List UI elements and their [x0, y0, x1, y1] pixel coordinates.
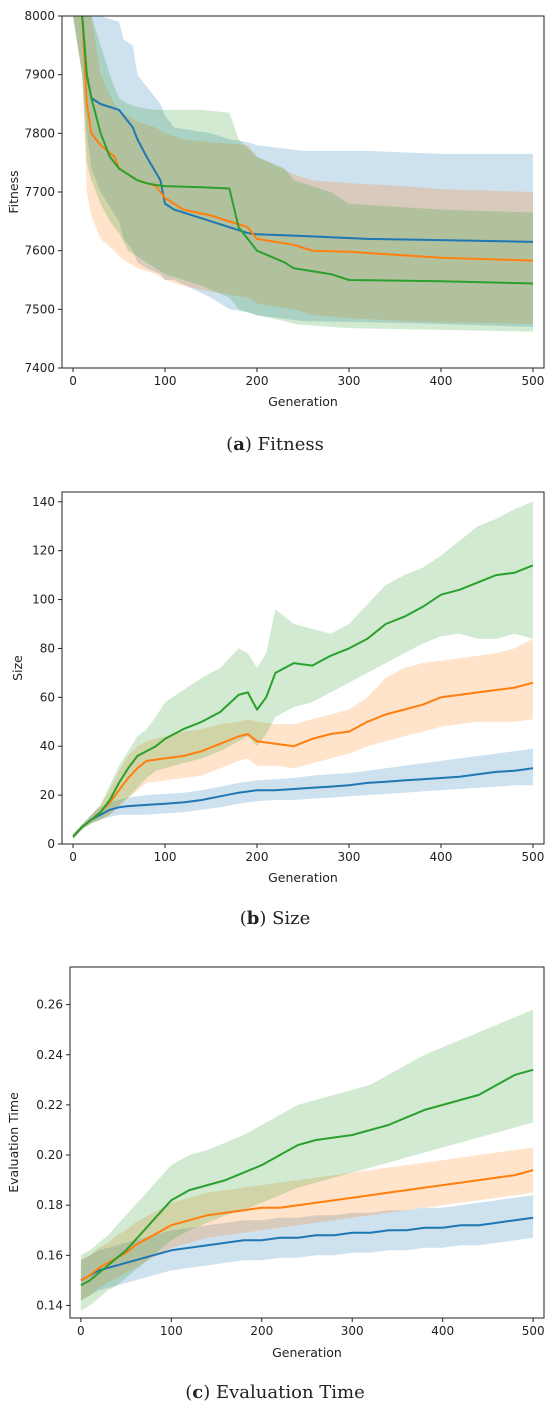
- evaluation-time-chart: 0 100 200 300 400 500 0.14 0.16 0.18 0.20 0.22 0.24…: [6, 966, 545, 1360]
- x-tick-label: 300: [338, 374, 361, 388]
- y-tick-label: 0.18: [36, 1198, 63, 1212]
- x-tick-label: 200: [246, 374, 269, 388]
- x-axis-label: Generation: [272, 1345, 342, 1360]
- y-tick-label: 140: [32, 495, 55, 509]
- x-tick-label: 0: [77, 1324, 85, 1338]
- plot-area: [72, 501, 534, 840]
- y-axis-label: Fitness: [6, 170, 21, 213]
- size-panel: 0 100 200 300 400 500 0 20 40 60 80 100 120 140 Genera…: [0, 485, 550, 929]
- y-tick-label: 20: [40, 788, 55, 802]
- y-tick-label: 0.16: [36, 1248, 63, 1262]
- x-tick-label: 100: [160, 1324, 183, 1338]
- y-tick-label: 0.22: [36, 1098, 63, 1112]
- series-3-line: [81, 16, 534, 285]
- series-1-line: [80, 1216, 534, 1282]
- y-tick-label: 7800: [24, 126, 55, 140]
- series-3-confidence-band: [73, 16, 533, 332]
- y-tick-label: 0.26: [36, 998, 63, 1012]
- series-1-confidence-band: [80, 1195, 534, 1301]
- evaluation-time-caption: (c) Evaluation Time: [185, 1382, 365, 1403]
- fitness-panel: 0 100 200 300 400 500 7400 7500 7600 7700 7800 7900…: [0, 0, 550, 455]
- series-3-confidence-band: [80, 1009, 534, 1311]
- x-tick-label: 0: [69, 850, 77, 864]
- y-tick-label: 0.14: [36, 1298, 63, 1312]
- x-tick-label: 300: [338, 850, 361, 864]
- y-tick-label: 40: [40, 739, 55, 753]
- x-tick-label: 200: [250, 1324, 273, 1338]
- x-tick-label: 100: [154, 374, 177, 388]
- y-tick-label: 7500: [24, 302, 55, 316]
- fitness-chart: 0 100 200 300 400 500 7400 7500 7600 7700 7800 7900…: [6, 9, 545, 409]
- y-axis-label: Size: [10, 655, 25, 681]
- x-tick-label: 0: [69, 374, 77, 388]
- y-tick-label: 0: [47, 837, 55, 851]
- x-axis-label: Generation: [268, 394, 338, 409]
- series-2-confidence-band: [73, 638, 533, 840]
- plot-frame: [61, 491, 545, 845]
- series-2-line: [80, 1169, 534, 1282]
- y-axis-label: Evaluation Time: [6, 1092, 21, 1193]
- y-tick-label: 7700: [24, 185, 55, 199]
- evaluation-time-panel: 0 100 200 300 400 500 0.14 0.16 0.18 0.20 0.22 0.24…: [0, 960, 550, 1403]
- x-tick-label: 400: [431, 1324, 454, 1338]
- y-tick-label: 8000: [24, 9, 55, 23]
- series-1-confidence-band: [73, 748, 533, 840]
- x-tick-label: 200: [246, 850, 269, 864]
- y-tick-label: 0.20: [36, 1148, 63, 1162]
- series-3-line: [80, 1068, 534, 1287]
- x-tick-label: 100: [154, 850, 177, 864]
- series-2-line: [81, 16, 534, 262]
- y-tick-label: 120: [32, 544, 55, 558]
- y-tick-label: 7400: [24, 361, 55, 375]
- y-tick-label: 100: [32, 593, 55, 607]
- series-2-confidence-band: [80, 1147, 534, 1301]
- series-3-line: [72, 564, 534, 838]
- plot-area: [80, 1009, 534, 1311]
- x-tick-label: 500: [522, 374, 545, 388]
- series-1-line: [72, 767, 534, 838]
- y-tick-label: 0.24: [36, 1048, 63, 1062]
- size-chart: 0 100 200 300 400 500 0 20 40 60 80 100 120 140 Genera…: [10, 491, 545, 885]
- x-tick-label: 300: [341, 1324, 364, 1338]
- x-tick-label: 500: [522, 1324, 545, 1338]
- series-1-confidence-band: [73, 16, 533, 327]
- plot-area: [73, 16, 534, 332]
- x-tick-label: 400: [430, 850, 453, 864]
- x-tick-label: 500: [522, 850, 545, 864]
- x-axis-label: Generation: [268, 870, 338, 885]
- plot-frame: [69, 966, 545, 1319]
- x-tick-label: 400: [430, 374, 453, 388]
- y-tick-label: 60: [40, 690, 55, 704]
- y-tick-label: 7900: [24, 68, 55, 82]
- series-2-confidence-band: [73, 16, 533, 324]
- size-caption: (b) Size: [239, 908, 311, 929]
- y-tick-label: 7600: [24, 244, 55, 258]
- fitness-caption: (a) Fitness: [226, 434, 324, 455]
- series-2-line: [72, 681, 534, 838]
- y-tick-label: 80: [40, 641, 55, 655]
